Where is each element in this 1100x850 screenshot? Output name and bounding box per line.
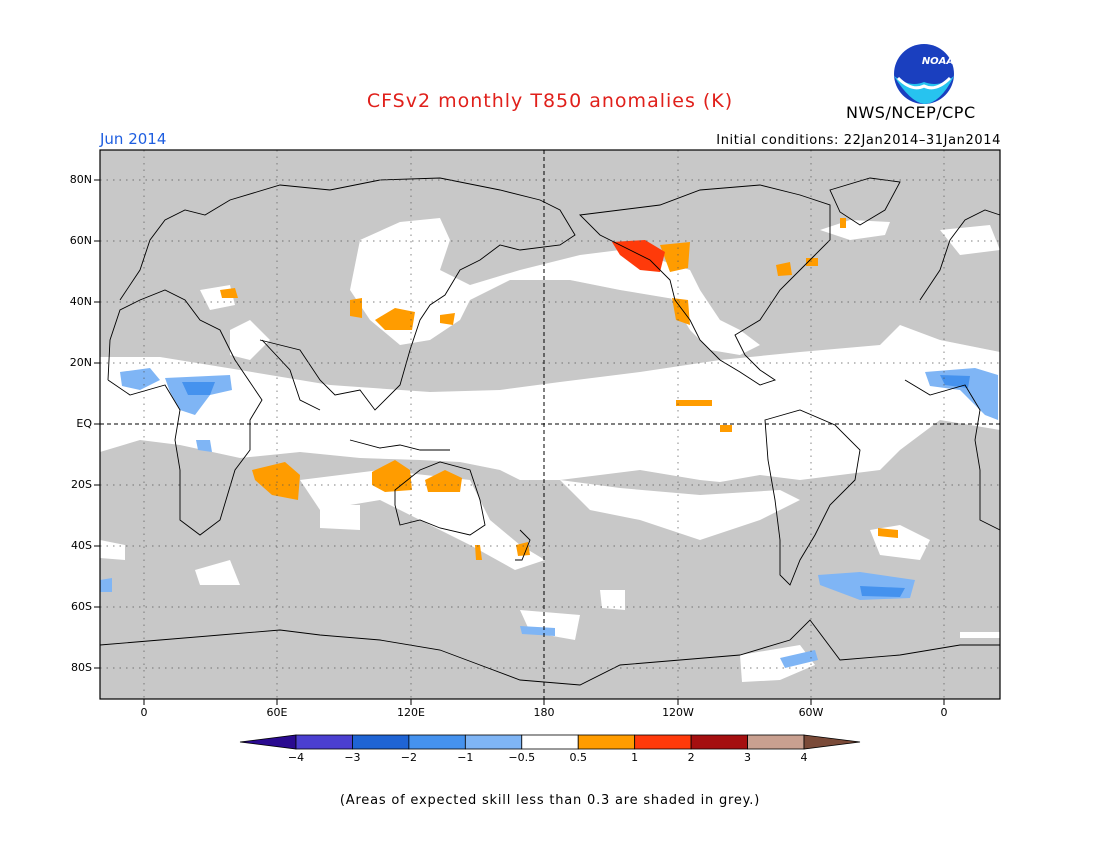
colorbar-box xyxy=(352,734,410,750)
lat-label-40s: 40S xyxy=(71,539,92,552)
lon-label-60e: 60E xyxy=(266,706,288,719)
chart-title: CFSv2 monthly T850 anomalies (K) xyxy=(366,90,734,112)
lat-label-60s: 60S xyxy=(71,600,92,613)
lat-label-20s: 20S xyxy=(71,478,92,491)
colorbar-tick-label: 2 xyxy=(687,751,695,764)
colorbar-tick-label: 3 xyxy=(744,751,752,764)
colorbar-box xyxy=(690,734,748,750)
colorbar-arrow-low xyxy=(239,734,297,750)
lon-label-120e: 120E xyxy=(397,706,425,719)
colorbar xyxy=(239,734,861,750)
skill-note: (Areas of expected skill less than 0.3 a… xyxy=(339,793,761,808)
initial-conditions: Initial conditions: 22Jan2014–31Jan2014 xyxy=(716,133,1001,148)
lon-label-180: 180 xyxy=(533,706,555,719)
lat-label-eq: EQ xyxy=(76,417,92,430)
colorbar-tick-label: −2 xyxy=(400,751,417,764)
lon-label-0-east: 0 xyxy=(940,706,948,719)
lat-label-80n: 80N xyxy=(69,173,92,186)
colorbar-tick-label: −4 xyxy=(287,751,305,764)
colorbar-tick-label: 4 xyxy=(800,751,808,764)
noaa-logo xyxy=(894,44,954,104)
colorbar-arrow-high xyxy=(803,734,861,750)
colorbar-box xyxy=(521,734,579,750)
noaa-logo-text: NOAA xyxy=(921,56,955,67)
white-non-significant-areas xyxy=(100,218,1000,682)
colorbar-box xyxy=(295,734,353,750)
lon-label-120w: 120W xyxy=(662,706,694,719)
lat-label-20n: 20N xyxy=(69,356,92,369)
equator-dateline xyxy=(100,150,1000,699)
lon-label-60w: 60W xyxy=(798,706,824,719)
lat-label-40n: 40N xyxy=(69,295,92,308)
lon-label-0: 0 xyxy=(140,706,148,719)
agency-label: NWS/NCEP/CPC xyxy=(846,103,976,122)
coastlines xyxy=(99,177,1001,686)
forecast-month: Jun 2014 xyxy=(100,130,167,148)
colorbar-box xyxy=(577,734,636,750)
colorbar-tick-label: 1 xyxy=(631,751,639,764)
colorbar-box xyxy=(464,734,523,750)
colorbar-tick-label: 0.5 xyxy=(569,751,587,764)
colorbar-tick-label: −3 xyxy=(344,751,361,764)
moderate-cool-anomaly-areas xyxy=(182,375,970,597)
lat-label-60n: 60N xyxy=(69,234,92,247)
colorbar-tick-label: −0.5 xyxy=(508,751,536,764)
lat-label-80s: 80S xyxy=(71,661,92,674)
colorbar-tick-label: −1 xyxy=(457,751,474,764)
colorbar-box xyxy=(634,734,692,750)
colorbar-box xyxy=(408,734,466,750)
colorbar-box xyxy=(747,734,805,750)
axis-ticks xyxy=(94,179,945,705)
